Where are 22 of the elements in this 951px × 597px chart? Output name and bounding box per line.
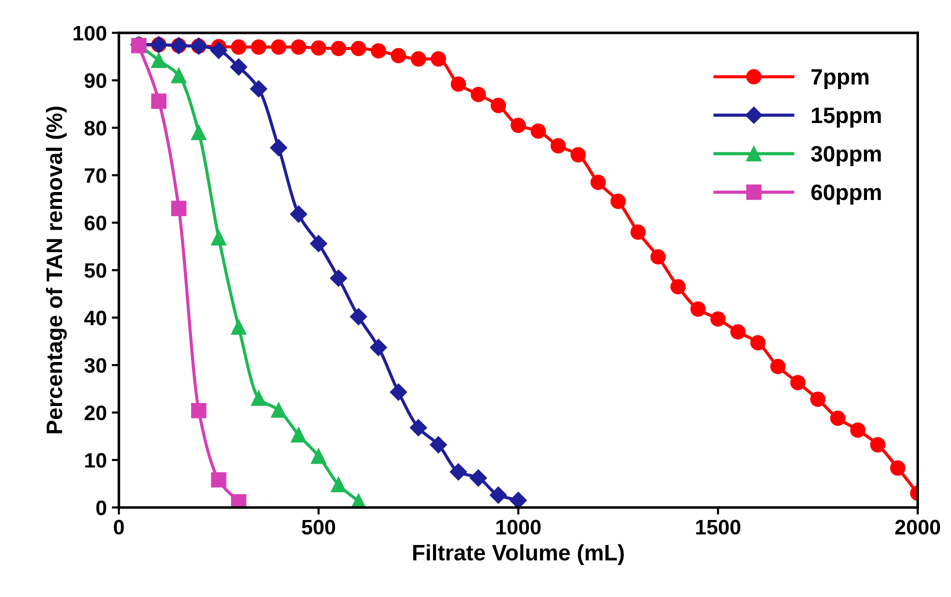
x-tick-label: 0 bbox=[114, 520, 124, 535]
y-tick-label: 90 bbox=[84, 73, 106, 88]
legend-label: 60ppm bbox=[811, 184, 881, 205]
x-tick-label: 2000 bbox=[895, 520, 940, 535]
legend-label: 30ppm bbox=[811, 146, 881, 166]
legend-label: 15ppm bbox=[812, 108, 881, 128]
x-tick-label: 1000 bbox=[496, 520, 541, 535]
y-tick-label: 0 bbox=[96, 500, 106, 516]
y-tick-label: 20 bbox=[84, 406, 106, 420]
y-tick-label: 40 bbox=[84, 310, 106, 326]
x-tick-label: 1500 bbox=[696, 520, 740, 535]
x-tick-label: 500 bbox=[302, 520, 336, 535]
x-axis-title: Filtrate Volume (mL) bbox=[413, 544, 624, 565]
legend-label: 7ppm bbox=[811, 69, 868, 90]
y-tick-label: 10 bbox=[85, 452, 106, 468]
y-tick-label: 50 bbox=[84, 263, 106, 278]
y-tick-label: 60 bbox=[84, 216, 106, 230]
y-tick-label: 100 bbox=[74, 26, 106, 41]
y-tick-label: 70 bbox=[84, 168, 106, 183]
y-axis-title: Percentage of TAN removal (%) bbox=[46, 106, 67, 434]
y-tick-label: 30 bbox=[84, 358, 106, 373]
y-tick-label: 80 bbox=[84, 120, 106, 136]
